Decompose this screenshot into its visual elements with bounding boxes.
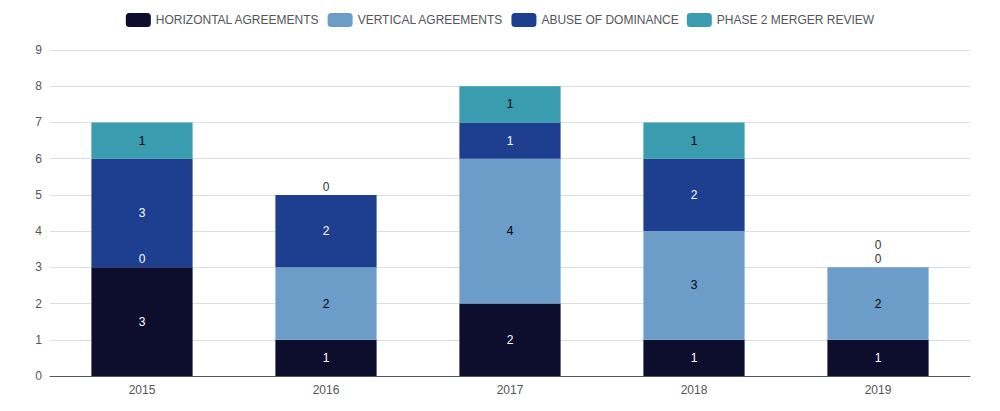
svg-text:1: 1: [507, 134, 514, 148]
svg-text:2018: 2018: [681, 383, 708, 397]
svg-text:1: 1: [691, 351, 698, 365]
svg-text:4: 4: [507, 224, 514, 238]
svg-text:0: 0: [875, 252, 882, 266]
svg-text:5: 5: [35, 188, 42, 202]
svg-text:2: 2: [35, 297, 42, 311]
svg-text:2017: 2017: [497, 383, 524, 397]
svg-text:HORIZONTAL AGREEMENTS: HORIZONTAL AGREEMENTS: [156, 13, 319, 27]
svg-text:8: 8: [35, 79, 42, 93]
svg-text:1: 1: [875, 351, 882, 365]
svg-text:0: 0: [139, 252, 146, 266]
svg-text:ABUSE OF DOMINANCE: ABUSE OF DOMINANCE: [541, 13, 678, 27]
svg-text:2: 2: [691, 188, 698, 202]
svg-text:1: 1: [507, 97, 514, 111]
svg-text:1: 1: [691, 134, 698, 148]
svg-text:PHASE 2 MERGER REVIEW: PHASE 2 MERGER REVIEW: [717, 13, 875, 27]
svg-text:3: 3: [139, 315, 146, 329]
svg-text:4: 4: [35, 224, 42, 238]
svg-text:2: 2: [875, 297, 882, 311]
svg-text:9: 9: [35, 43, 42, 57]
svg-text:3: 3: [691, 278, 698, 292]
svg-text:6: 6: [35, 152, 42, 166]
svg-text:2: 2: [507, 333, 514, 347]
svg-text:3: 3: [35, 260, 42, 274]
svg-text:2015: 2015: [129, 383, 156, 397]
svg-text:0: 0: [323, 180, 330, 194]
svg-text:1: 1: [35, 333, 42, 347]
svg-text:1: 1: [323, 351, 330, 365]
svg-text:0: 0: [875, 238, 882, 252]
svg-text:VERTICAL AGREEMENTS: VERTICAL AGREEMENTS: [358, 13, 503, 27]
svg-text:7: 7: [35, 115, 42, 129]
svg-text:2: 2: [323, 297, 330, 311]
svg-text:2019: 2019: [865, 383, 892, 397]
svg-text:3: 3: [139, 206, 146, 220]
svg-text:0: 0: [35, 369, 42, 383]
svg-text:2016: 2016: [313, 383, 340, 397]
svg-text:1: 1: [139, 134, 146, 148]
svg-text:2: 2: [323, 224, 330, 238]
